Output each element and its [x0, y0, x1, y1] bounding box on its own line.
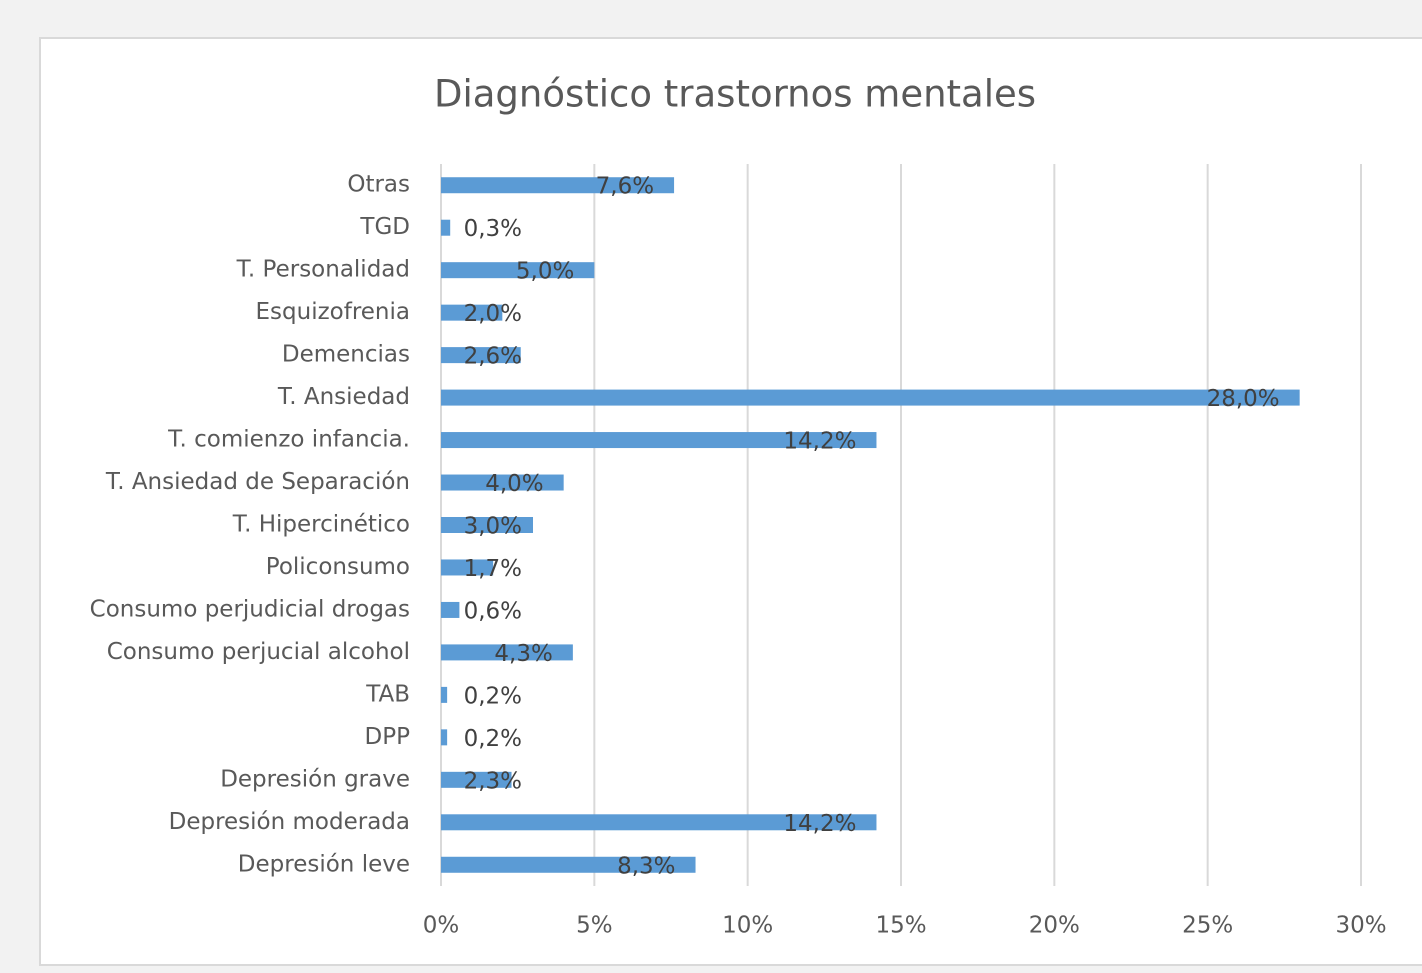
bar [441, 686, 448, 703]
bar [441, 601, 460, 618]
y-tick-label: TGD [359, 214, 410, 240]
bar [441, 814, 877, 831]
y-tick-label: Depresión grave [220, 766, 410, 792]
data-label: 5,0% [516, 259, 574, 285]
data-label: 0,6% [464, 598, 522, 624]
data-label: 0,2% [464, 726, 522, 752]
bar [441, 644, 573, 661]
data-label: 3,0% [464, 514, 522, 540]
x-tick-label: 30% [1335, 913, 1386, 939]
y-tick-label: Demencias [282, 342, 410, 368]
bar [441, 304, 503, 321]
y-tick-label: Policonsumo [266, 554, 410, 580]
data-label: 0,3% [464, 216, 522, 242]
bar [441, 347, 521, 364]
y-tick-label: T. Ansiedad [277, 384, 410, 410]
x-tick-label: 0% [423, 913, 460, 939]
y-tick-label: DPP [365, 724, 411, 750]
y-tick-label: T. Personalidad [236, 257, 410, 283]
chart-area [39, 37, 1422, 966]
data-label: 2,0% [464, 301, 522, 327]
data-label: 8,3% [617, 853, 675, 879]
x-tick-label: 10% [722, 913, 773, 939]
data-label: 28,0% [1207, 386, 1280, 412]
bar [441, 389, 1300, 406]
y-tick-label: Esquizofrenia [256, 299, 411, 325]
y-tick-label: Otras [347, 172, 410, 198]
chart-title: Diagnóstico trastornos mentales [434, 73, 1036, 116]
x-tick-label: 25% [1182, 913, 1233, 939]
bar [441, 517, 533, 533]
bar [441, 856, 696, 873]
data-label: 14,2% [783, 811, 856, 837]
data-label: 0,2% [464, 683, 522, 709]
bar [441, 262, 595, 279]
data-label: 4,0% [485, 471, 543, 497]
y-tick-label: T. Hipercinético [232, 512, 410, 538]
data-label: 2,6% [464, 344, 522, 370]
data-label: 1,7% [464, 556, 522, 582]
bar [441, 559, 494, 576]
bar [441, 219, 451, 236]
bar [441, 432, 877, 449]
y-tick-label: Consumo perjucial alcohol [107, 639, 410, 665]
y-tick-label: TAB [365, 681, 410, 707]
x-tick-label: 5% [576, 913, 613, 939]
bar [441, 474, 564, 491]
bar [441, 729, 448, 746]
bar [441, 177, 675, 194]
x-tick-label: 20% [1029, 913, 1080, 939]
bar [441, 771, 512, 788]
y-tick-label: Consumo perjudicial drogas [90, 596, 410, 622]
y-tick-label: T. comienzo infancia. [167, 427, 410, 453]
x-tick-label: 15% [875, 913, 926, 939]
y-tick-label: Depresión leve [238, 851, 410, 877]
y-tick-label: Depresión moderada [169, 809, 410, 835]
data-label: 2,3% [464, 768, 522, 794]
y-tick-label: T. Ansiedad de Separación [105, 469, 410, 495]
data-label: 4,3% [494, 641, 552, 667]
data-label: 7,6% [596, 174, 654, 200]
data-label: 14,2% [783, 429, 856, 455]
